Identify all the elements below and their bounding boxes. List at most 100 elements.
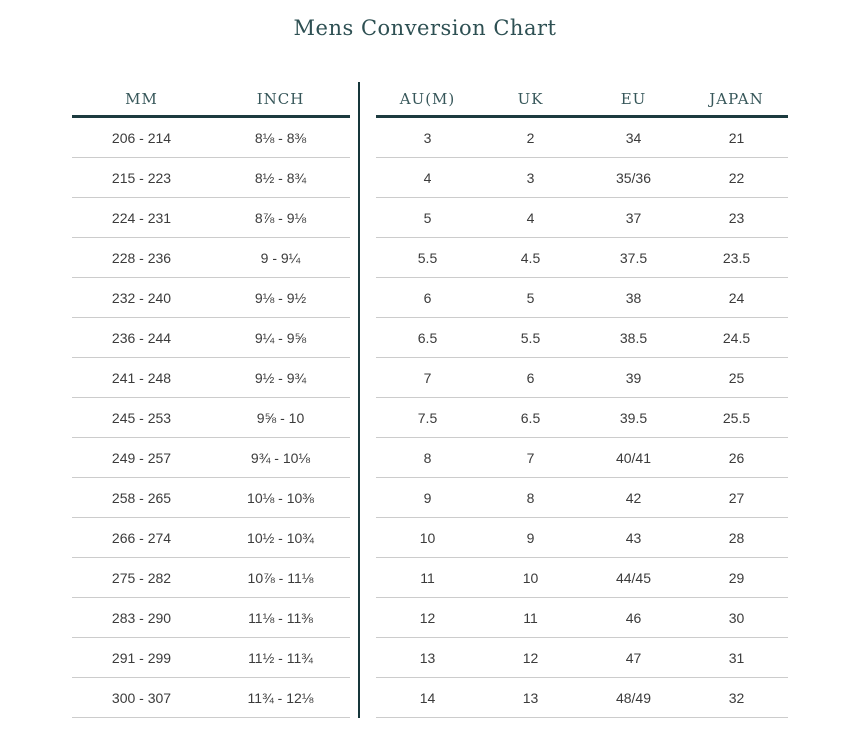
cell-eu: 34 <box>625 129 642 146</box>
cell-uk: 12 <box>522 649 539 666</box>
cell-japan: 26 <box>728 449 745 466</box>
cell-au: 7 <box>423 369 432 386</box>
cell-eu: 39.5 <box>619 409 648 426</box>
cell-inch-range: 8⅞ - 9⅛ <box>254 209 307 226</box>
cell-au: 4 <box>423 169 432 186</box>
table-row: 245 - 253 9⅝ - 10 <box>72 398 350 438</box>
conversion-chart: MM INCH 206 - 214 8⅛ - 8⅜ 215 - 223 8½ -… <box>72 82 850 718</box>
cell-japan: 28 <box>728 529 745 546</box>
cell-eu: 48/49 <box>615 689 652 706</box>
table-row: 300 - 307 11¾ - 12⅛ <box>72 678 350 718</box>
cell-au: 6 <box>423 289 432 306</box>
cell-uk: 4 <box>526 209 535 226</box>
table-row: 6 5 38 24 <box>376 278 788 318</box>
measurement-table: MM INCH 206 - 214 8⅛ - 8⅜ 215 - 223 8½ -… <box>72 82 350 718</box>
header-cell-inch: INCH <box>256 89 305 108</box>
table-row: 5 4 37 23 <box>376 198 788 238</box>
cell-inch-range: 11⅛ - 11⅜ <box>248 609 313 626</box>
cell-au: 9 <box>423 489 432 506</box>
page-title: Mens Conversion Chart <box>293 16 557 40</box>
cell-inch-range: 9 - 9¼ <box>260 249 301 266</box>
cell-eu: 42 <box>625 489 642 506</box>
cell-uk: 3 <box>526 169 535 186</box>
cell-au: 6.5 <box>417 329 438 346</box>
cell-japan: 23 <box>728 209 745 226</box>
cell-au: 5.5 <box>417 249 438 266</box>
table-row: 9 8 42 27 <box>376 478 788 518</box>
cell-inch-range: 9½ - 9¾ <box>254 369 307 386</box>
cell-japan: 32 <box>728 689 745 706</box>
cell-japan: 21 <box>728 129 745 146</box>
cell-eu: 47 <box>625 649 642 666</box>
cell-eu: 44/45 <box>615 569 652 586</box>
table-row: 10 9 43 28 <box>376 518 788 558</box>
header-cell-aum: AU(M) <box>399 89 456 108</box>
table-row: 11 10 44/45 29 <box>376 558 788 598</box>
cell-japan: 25.5 <box>722 409 751 426</box>
measurement-table-header: MM INCH <box>72 82 350 118</box>
cell-au: 8 <box>423 449 432 466</box>
cell-uk: 10 <box>522 569 539 586</box>
cell-japan: 23.5 <box>722 249 751 266</box>
table-row: 236 - 244 9¼ - 9⅝ <box>72 318 350 358</box>
cell-inch-range: 10⅞ - 11⅛ <box>247 569 314 586</box>
cell-japan: 27 <box>728 489 745 506</box>
cell-uk: 13 <box>522 689 539 706</box>
cell-uk: 5 <box>526 289 535 306</box>
table-row: 224 - 231 8⅞ - 9⅛ <box>72 198 350 238</box>
cell-au: 5 <box>423 209 432 226</box>
table-row: 258 - 265 10⅛ - 10⅜ <box>72 478 350 518</box>
cell-eu: 35/36 <box>615 169 652 186</box>
cell-inch-range: 9¾ - 10⅛ <box>250 449 311 466</box>
table-row: 241 - 248 9½ - 9¾ <box>72 358 350 398</box>
header-cell-japan: JAPAN <box>709 89 764 108</box>
cell-inch-range: 8½ - 8¾ <box>254 169 307 186</box>
cell-inch-range: 11¾ - 12⅛ <box>247 689 314 706</box>
cell-mm-range: 300 - 307 <box>111 689 172 706</box>
cell-au: 7.5 <box>417 409 438 426</box>
table-row: 249 - 257 9¾ - 10⅛ <box>72 438 350 478</box>
table-row: 8 7 40/41 26 <box>376 438 788 478</box>
cell-inch-range: 10½ - 10¾ <box>247 529 314 546</box>
table-row: 215 - 223 8½ - 8¾ <box>72 158 350 198</box>
table-row: 4 3 35/36 22 <box>376 158 788 198</box>
table-row: 3 2 34 21 <box>376 118 788 158</box>
table-row: 228 - 236 9 - 9¼ <box>72 238 350 278</box>
cell-japan: 24.5 <box>722 329 751 346</box>
table-row: 283 - 290 11⅛ - 11⅜ <box>72 598 350 638</box>
table-row: 13 12 47 31 <box>376 638 788 678</box>
cell-japan: 25 <box>728 369 745 386</box>
cell-eu: 37.5 <box>619 249 648 266</box>
cell-uk: 6.5 <box>520 409 541 426</box>
sizes-table: AU(M) UK EU JAPAN 3 2 34 21 4 3 35/36 22… <box>376 82 788 718</box>
header-cell-mm: MM <box>125 89 158 108</box>
table-row: 6.5 5.5 38.5 24.5 <box>376 318 788 358</box>
table-row: 266 - 274 10½ - 10¾ <box>72 518 350 558</box>
cell-au: 14 <box>419 689 436 706</box>
cell-inch-range: 8⅛ - 8⅜ <box>254 129 307 146</box>
cell-japan: 31 <box>728 649 745 666</box>
cell-inch-range: 11½ - 11¾ <box>248 649 313 666</box>
cell-mm-range: 224 - 231 <box>111 209 172 226</box>
cell-mm-range: 266 - 274 <box>111 529 172 546</box>
table-row: 7 6 39 25 <box>376 358 788 398</box>
table-divider <box>358 82 360 718</box>
cell-au: 3 <box>423 129 432 146</box>
table-row: 14 13 48/49 32 <box>376 678 788 718</box>
cell-mm-range: 241 - 248 <box>111 369 172 386</box>
cell-uk: 9 <box>526 529 535 546</box>
cell-au: 10 <box>419 529 436 546</box>
cell-eu: 43 <box>625 529 642 546</box>
table-row: 291 - 299 11½ - 11¾ <box>72 638 350 678</box>
cell-mm-range: 206 - 214 <box>111 129 172 146</box>
table-row: 12 11 46 30 <box>376 598 788 638</box>
sizes-table-header: AU(M) UK EU JAPAN <box>376 82 788 118</box>
cell-mm-range: 258 - 265 <box>111 489 172 506</box>
header-cell-uk: UK <box>517 89 544 108</box>
cell-inch-range: 10⅛ - 10⅜ <box>247 489 314 506</box>
cell-mm-range: 215 - 223 <box>111 169 172 186</box>
table-row: 206 - 214 8⅛ - 8⅜ <box>72 118 350 158</box>
table-row: 7.5 6.5 39.5 25.5 <box>376 398 788 438</box>
cell-eu: 38.5 <box>619 329 648 346</box>
